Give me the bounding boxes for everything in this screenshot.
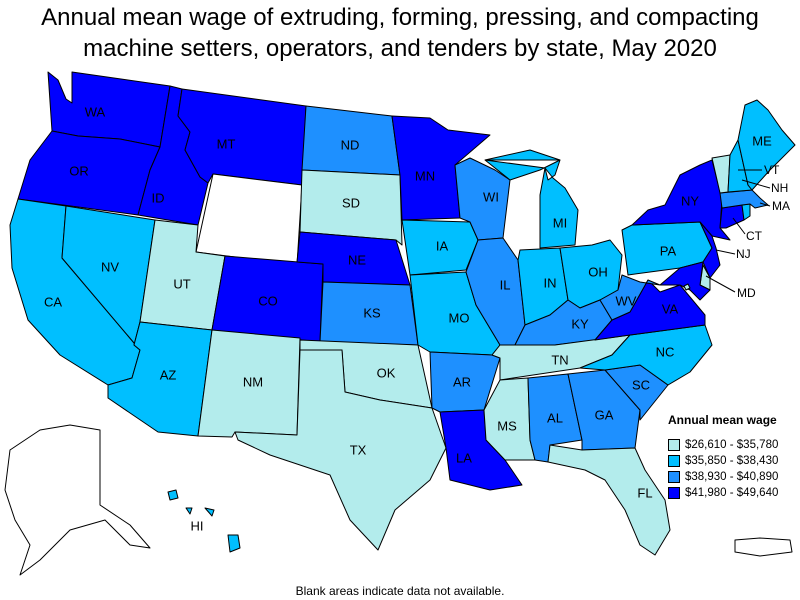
label-ca: CA <box>44 294 62 309</box>
label-wa: WA <box>85 104 106 119</box>
state-mt[interactable] <box>177 88 307 186</box>
label-fl: FL <box>637 485 652 500</box>
label-la: LA <box>456 450 472 465</box>
legend-item: $41,980 - $49,640 <box>668 485 800 501</box>
legend-label: $38,930 - $40,890 <box>685 471 779 483</box>
legend-swatch <box>668 471 680 483</box>
label-oh: OH <box>588 264 608 279</box>
legend-item: $26,610 - $35,780 <box>668 437 800 453</box>
label-nm: NM <box>243 374 263 389</box>
label-mn: MN <box>415 168 435 183</box>
label-ny: NY <box>681 193 699 208</box>
state-tx[interactable] <box>234 349 447 551</box>
state-ma[interactable] <box>719 189 769 209</box>
label-ok: OK <box>377 365 396 380</box>
label-or: OR <box>69 163 89 178</box>
state-ri[interactable] <box>741 203 751 221</box>
legend-label: $35,850 - $38,430 <box>685 455 779 467</box>
label-ut: UT <box>173 276 190 291</box>
legend-swatch <box>668 439 680 451</box>
state-ct[interactable] <box>719 204 745 229</box>
label-md: MD <box>737 286 756 300</box>
label-tx: TX <box>350 442 367 457</box>
label-ar: AR <box>453 374 471 389</box>
label-az: AZ <box>160 367 177 382</box>
label-co: CO <box>258 293 278 308</box>
legend-label: $41,980 - $49,640 <box>685 487 779 499</box>
label-sc: SC <box>632 377 650 392</box>
label-me: ME <box>752 133 772 148</box>
map-title: Annual mean wage of extruding, forming, … <box>41 4 759 62</box>
label-nc: NC <box>656 344 675 359</box>
label-hi: HI <box>191 518 204 533</box>
label-mo: MO <box>449 310 470 325</box>
label-in: IN <box>544 275 557 290</box>
label-nv: NV <box>101 259 119 274</box>
legend-swatch <box>668 487 680 499</box>
legend-label: $26,610 - $35,780 <box>685 439 779 451</box>
state-fl[interactable] <box>547 444 671 556</box>
label-ms: MS <box>497 418 517 433</box>
footnote: Blank areas indicate data not available. <box>295 584 505 598</box>
label-il: IL <box>500 277 511 292</box>
state-hi[interactable] <box>167 489 241 553</box>
label-mi: MI <box>553 215 567 230</box>
label-pa: PA <box>660 243 677 258</box>
label-wv: WV <box>616 293 637 308</box>
legend-title: Annual mean wage <box>668 413 777 427</box>
label-wi: WI <box>483 189 499 204</box>
label-nh: NH <box>771 181 788 195</box>
label-ks: KS <box>363 305 381 320</box>
legend-item: $38,930 - $40,890 <box>668 469 800 485</box>
label-tn: TN <box>551 352 568 367</box>
label-ky: KY <box>571 316 589 331</box>
legend-swatch <box>668 455 680 467</box>
label-sd: SD <box>342 195 360 210</box>
state-wv[interactable] <box>599 274 661 321</box>
state-ak[interactable] <box>4 424 151 576</box>
label-ia: IA <box>436 238 449 253</box>
state-wy[interactable] <box>195 173 303 266</box>
label-vt: VT <box>764 163 780 177</box>
state-me[interactable] <box>737 99 796 191</box>
label-ma: MA <box>772 199 790 213</box>
legend: Annual mean wage $26,610 - $35,780 $35,8… <box>668 413 800 501</box>
state-mi[interactable] <box>484 149 579 249</box>
label-va: VA <box>662 301 679 316</box>
label-mt: MT <box>217 136 236 151</box>
label-al: AL <box>547 410 563 425</box>
label-ne: NE <box>348 252 366 267</box>
label-ga: GA <box>595 407 614 422</box>
label-nj: NJ <box>736 247 751 261</box>
state-nj[interactable] <box>699 221 721 279</box>
legend-item: $35,850 - $38,430 <box>668 453 800 469</box>
state-pr[interactable] <box>734 537 793 557</box>
state-sd[interactable] <box>299 169 403 246</box>
state-dc[interactable] <box>683 283 691 291</box>
label-ct: CT <box>746 229 763 243</box>
label-id: ID <box>152 190 165 205</box>
state-md[interactable] <box>659 261 711 301</box>
label-nd: ND <box>341 137 360 152</box>
